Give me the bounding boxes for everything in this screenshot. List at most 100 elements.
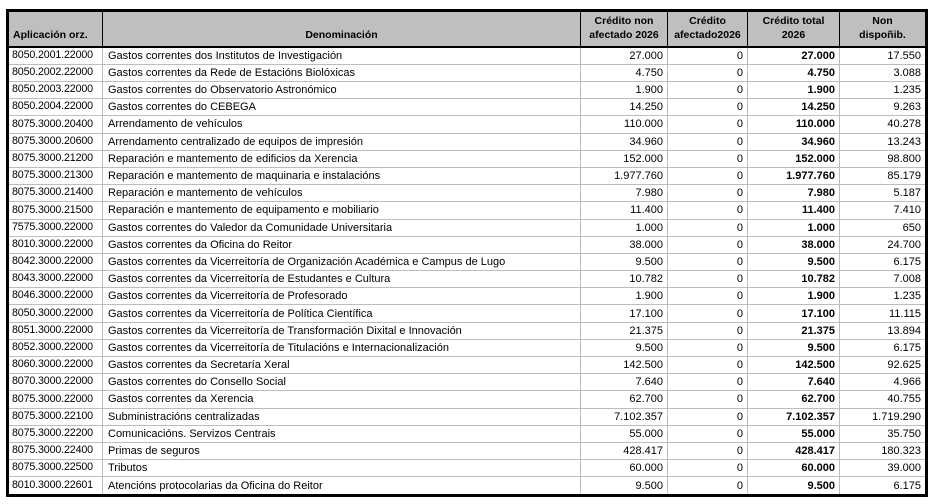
column-header-1[interactable]: Aplicación orz.: [7, 10, 103, 48]
cell-r16-c6[interactable]: 11.115: [839, 304, 927, 323]
cell-r17-c5[interactable]: 21.375: [747, 321, 840, 340]
cell-r9-c1[interactable]: 8075.3000.21400: [7, 184, 103, 203]
cell-r26-c4[interactable]: 0: [667, 476, 748, 496]
cell-r18-c4[interactable]: 0: [667, 338, 748, 358]
cell-r1-c4[interactable]: 0: [667, 46, 748, 65]
cell-r12-c4[interactable]: 0: [667, 235, 748, 254]
column-header-4[interactable]: Crédito afectado2026: [667, 10, 748, 48]
cell-r24-c2[interactable]: Primas de seguros: [102, 441, 581, 461]
cell-r23-c6[interactable]: 35.750: [839, 424, 927, 443]
cell-r20-c1[interactable]: 8070.3000.22000: [7, 373, 103, 392]
cell-r4-c4[interactable]: 0: [667, 98, 748, 117]
cell-r13-c3[interactable]: 9.500: [580, 252, 668, 272]
cell-r16-c5[interactable]: 17.100: [747, 304, 840, 323]
cell-r23-c2[interactable]: Comunicacións. Servizos Centrais: [102, 424, 581, 443]
cell-r12-c5[interactable]: 38.000: [747, 235, 840, 254]
cell-r23-c1[interactable]: 8075.3000.22200: [7, 424, 103, 443]
cell-r24-c3[interactable]: 428.417: [580, 441, 668, 461]
cell-r12-c3[interactable]: 38.000: [580, 235, 668, 254]
cell-r15-c5[interactable]: 1.900: [747, 287, 840, 306]
cell-r25-c4[interactable]: 0: [667, 459, 748, 478]
cell-r1-c5[interactable]: 27.000: [747, 46, 840, 65]
cell-r15-c6[interactable]: 1.235: [839, 287, 927, 306]
cell-r17-c3[interactable]: 21.375: [580, 321, 668, 340]
cell-r7-c4[interactable]: 0: [667, 149, 748, 168]
cell-r6-c6[interactable]: 13.243: [839, 132, 927, 151]
cell-r2-c2[interactable]: Gastos correntes da Rede de Estacións Bi…: [102, 63, 581, 83]
cell-r18-c3[interactable]: 9.500: [580, 338, 668, 358]
cell-r14-c2[interactable]: Gastos correntes da Vicerreitoría de Est…: [102, 270, 581, 289]
cell-r8-c1[interactable]: 8075.3000.21300: [7, 166, 103, 186]
cell-r10-c4[interactable]: 0: [667, 201, 748, 220]
cell-r19-c6[interactable]: 92.625: [839, 356, 927, 375]
cell-r20-c6[interactable]: 4.966: [839, 373, 927, 392]
cell-r9-c5[interactable]: 7.980: [747, 184, 840, 203]
cell-r11-c5[interactable]: 1.000: [747, 218, 840, 237]
cell-r3-c4[interactable]: 0: [667, 81, 748, 100]
cell-r5-c1[interactable]: 8075.3000.20400: [7, 115, 103, 134]
cell-r10-c2[interactable]: Reparación e mantemento de equipamento e…: [102, 201, 581, 220]
cell-r2-c5[interactable]: 4.750: [747, 63, 840, 83]
cell-r21-c3[interactable]: 62.700: [580, 390, 668, 409]
cell-r24-c1[interactable]: 8075.3000.22400: [7, 441, 103, 461]
cell-r24-c4[interactable]: 0: [667, 441, 748, 461]
column-header-3[interactable]: Crédito non afectado 2026: [580, 10, 668, 48]
cell-r16-c3[interactable]: 17.100: [580, 304, 668, 323]
column-header-2[interactable]: Denominación: [102, 10, 581, 48]
cell-r9-c6[interactable]: 5.187: [839, 184, 927, 203]
cell-r4-c2[interactable]: Gastos correntes do CEBEGA: [102, 98, 581, 117]
cell-r14-c6[interactable]: 7.008: [839, 270, 927, 289]
cell-r1-c1[interactable]: 8050.2001.22000: [7, 46, 103, 65]
cell-r25-c6[interactable]: 39.000: [839, 459, 927, 478]
cell-r22-c5[interactable]: 7.102.357: [747, 407, 840, 426]
cell-r5-c3[interactable]: 110.000: [580, 115, 668, 134]
cell-r21-c2[interactable]: Gastos correntes da Xerencia: [102, 390, 581, 409]
cell-r13-c4[interactable]: 0: [667, 252, 748, 272]
cell-r4-c6[interactable]: 9.263: [839, 98, 927, 117]
cell-r2-c4[interactable]: 0: [667, 63, 748, 83]
cell-r4-c3[interactable]: 14.250: [580, 98, 668, 117]
cell-r8-c3[interactable]: 1.977.760: [580, 166, 668, 186]
cell-r12-c2[interactable]: Gastos correntes da Oficina do Reitor: [102, 235, 581, 254]
cell-r6-c1[interactable]: 8075.3000.20600: [7, 132, 103, 151]
cell-r9-c2[interactable]: Reparación e mantemento de vehículos: [102, 184, 581, 203]
cell-r22-c4[interactable]: 0: [667, 407, 748, 426]
cell-r25-c5[interactable]: 60.000: [747, 459, 840, 478]
cell-r9-c3[interactable]: 7.980: [580, 184, 668, 203]
cell-r13-c5[interactable]: 9.500: [747, 252, 840, 272]
cell-r10-c3[interactable]: 11.400: [580, 201, 668, 220]
cell-r17-c6[interactable]: 13.894: [839, 321, 927, 340]
cell-r10-c1[interactable]: 8075.3000.21500: [7, 201, 103, 220]
cell-r11-c4[interactable]: 0: [667, 218, 748, 237]
cell-r7-c3[interactable]: 152.000: [580, 149, 668, 168]
cell-r20-c4[interactable]: 0: [667, 373, 748, 392]
cell-r4-c5[interactable]: 14.250: [747, 98, 840, 117]
cell-r8-c6[interactable]: 85.179: [839, 166, 927, 186]
column-header-5[interactable]: Crédito total 2026: [747, 10, 840, 48]
cell-r7-c5[interactable]: 152.000: [747, 149, 840, 168]
cell-r25-c3[interactable]: 60.000: [580, 459, 668, 478]
cell-r12-c1[interactable]: 8010.3000.22000: [7, 235, 103, 254]
cell-r24-c6[interactable]: 180.323: [839, 441, 927, 461]
cell-r6-c4[interactable]: 0: [667, 132, 748, 151]
cell-r10-c5[interactable]: 11.400: [747, 201, 840, 220]
cell-r2-c1[interactable]: 8050.2002.22000: [7, 63, 103, 83]
cell-r26-c2[interactable]: Atencións protocolarias da Oficina do Re…: [102, 476, 581, 496]
cell-r6-c2[interactable]: Arrendamento centralizado de equipos de …: [102, 132, 581, 151]
cell-r17-c2[interactable]: Gastos correntes da Vicerreitoría de Tra…: [102, 321, 581, 340]
cell-r15-c4[interactable]: 0: [667, 287, 748, 306]
cell-r22-c2[interactable]: Subministracións centralizadas: [102, 407, 581, 426]
cell-r19-c4[interactable]: 0: [667, 356, 748, 375]
cell-r4-c1[interactable]: 8050.2004.22000: [7, 98, 103, 117]
cell-r14-c3[interactable]: 10.782: [580, 270, 668, 289]
cell-r11-c6[interactable]: 650: [839, 218, 927, 237]
cell-r18-c1[interactable]: 8052.3000.22000: [7, 338, 103, 358]
cell-r3-c2[interactable]: Gastos correntes do Observatorio Astronó…: [102, 81, 581, 100]
cell-r21-c4[interactable]: 0: [667, 390, 748, 409]
cell-r20-c3[interactable]: 7.640: [580, 373, 668, 392]
cell-r5-c4[interactable]: 0: [667, 115, 748, 134]
cell-r20-c5[interactable]: 7.640: [747, 373, 840, 392]
cell-r25-c1[interactable]: 8075.3000.22500: [7, 459, 103, 478]
cell-r8-c2[interactable]: Reparación e mantemento de maquinaria e …: [102, 166, 581, 186]
cell-r14-c5[interactable]: 10.782: [747, 270, 840, 289]
